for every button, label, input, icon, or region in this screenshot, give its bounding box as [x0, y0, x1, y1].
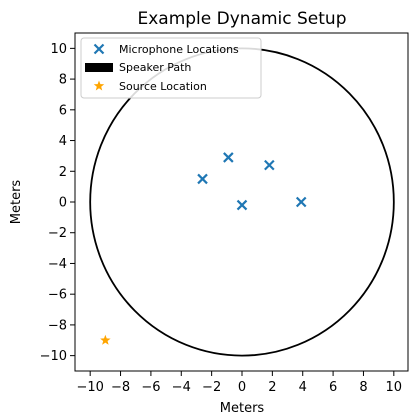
x-tick-label: 0 [238, 380, 246, 395]
legend-x-marker-icon [93, 43, 105, 55]
legend-entry-speaker-path: Speaker Path [85, 61, 191, 74]
x-axis-label: Meters [220, 401, 265, 416]
x-tick-label: −8 [111, 380, 130, 395]
x-tick-label: 6 [329, 380, 337, 395]
y-tick-label: −8 [48, 318, 67, 333]
y-axis-label: Meters [9, 180, 24, 225]
y-tick-label: 4 [59, 134, 67, 149]
legend-label-speaker-path: Speaker Path [119, 61, 191, 74]
y-tick-label: −6 [48, 288, 67, 303]
legend-entry-microphones: Microphone Locations [93, 43, 239, 56]
y-tick-label: −4 [48, 257, 67, 272]
y-tick-label: 2 [59, 165, 67, 180]
legend-path-swatch-icon [85, 63, 113, 72]
microphone-point [197, 173, 208, 185]
y-tick-label: −10 [40, 349, 67, 364]
y-tick-label: 0 [59, 196, 67, 211]
legend-box [80, 37, 262, 99]
x-tick-label: 10 [386, 380, 403, 395]
legend-label-source: Source Location [119, 80, 207, 93]
legend: Microphone Locations Speaker Path Source… [80, 37, 262, 99]
microphone-point [223, 152, 234, 163]
legend-star-marker-icon [93, 80, 105, 91]
x-tick-label: −4 [172, 380, 191, 395]
legend-entry-source: Source Location [93, 80, 207, 93]
microphone-point [295, 196, 307, 208]
x-tick-label: −10 [76, 380, 103, 395]
chart-title: Example Dynamic Setup [137, 9, 346, 29]
y-tick-label: 6 [59, 103, 67, 118]
source-point [100, 334, 111, 345]
x-tick-label: −2 [202, 380, 221, 395]
y-tick-label: 10 [50, 42, 67, 57]
y-tick-label: 8 [59, 73, 67, 88]
microphone-point [264, 159, 275, 171]
y-axis: −10 −8 −6 −4 −2 0 2 4 6 8 10 [40, 42, 75, 364]
legend-label-microphones: Microphone Locations [119, 43, 239, 56]
x-axis: −10 −8 −6 −4 −2 0 2 4 6 8 10 [76, 371, 402, 395]
x-tick-label: 8 [359, 380, 367, 395]
x-tick-label: 4 [299, 380, 307, 395]
legend-x-glyph [93, 43, 105, 55]
microphone-point [236, 199, 248, 211]
x-tick-label: 2 [268, 380, 276, 395]
y-tick-label: −2 [48, 226, 67, 241]
x-tick-label: −6 [141, 380, 160, 395]
